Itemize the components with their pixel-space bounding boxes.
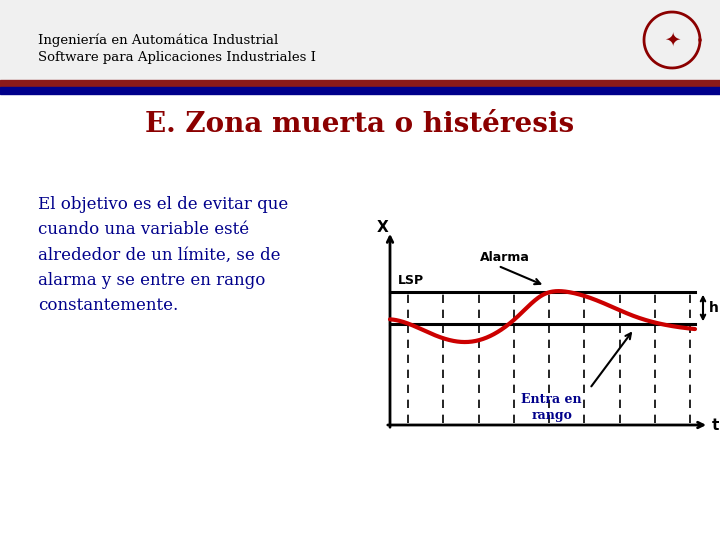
Text: h: h [709,301,719,315]
Text: Entra en
rango: Entra en rango [521,393,582,422]
Text: X: X [377,219,389,234]
Text: LSP: LSP [398,274,424,287]
Text: Ingeniería en Automática Industrial: Ingeniería en Automática Industrial [38,33,278,47]
Bar [0,87,720,94]
Text: t: t [711,418,719,434]
Text: Software para Aplicaciones Industriales I: Software para Aplicaciones Industriales … [38,51,316,64]
Bar [0,80,720,87]
Text: E. Zona muerta o histéresis: E. Zona muerta o histéresis [145,111,575,138]
Bar [0,0,720,82]
Text: Alarma: Alarma [480,251,530,264]
Text: El objetivo es el de evitar que
cuando una variable esté
alrededor de un límite,: El objetivo es el de evitar que cuando u… [38,195,288,314]
Text: ✦: ✦ [664,30,680,50]
